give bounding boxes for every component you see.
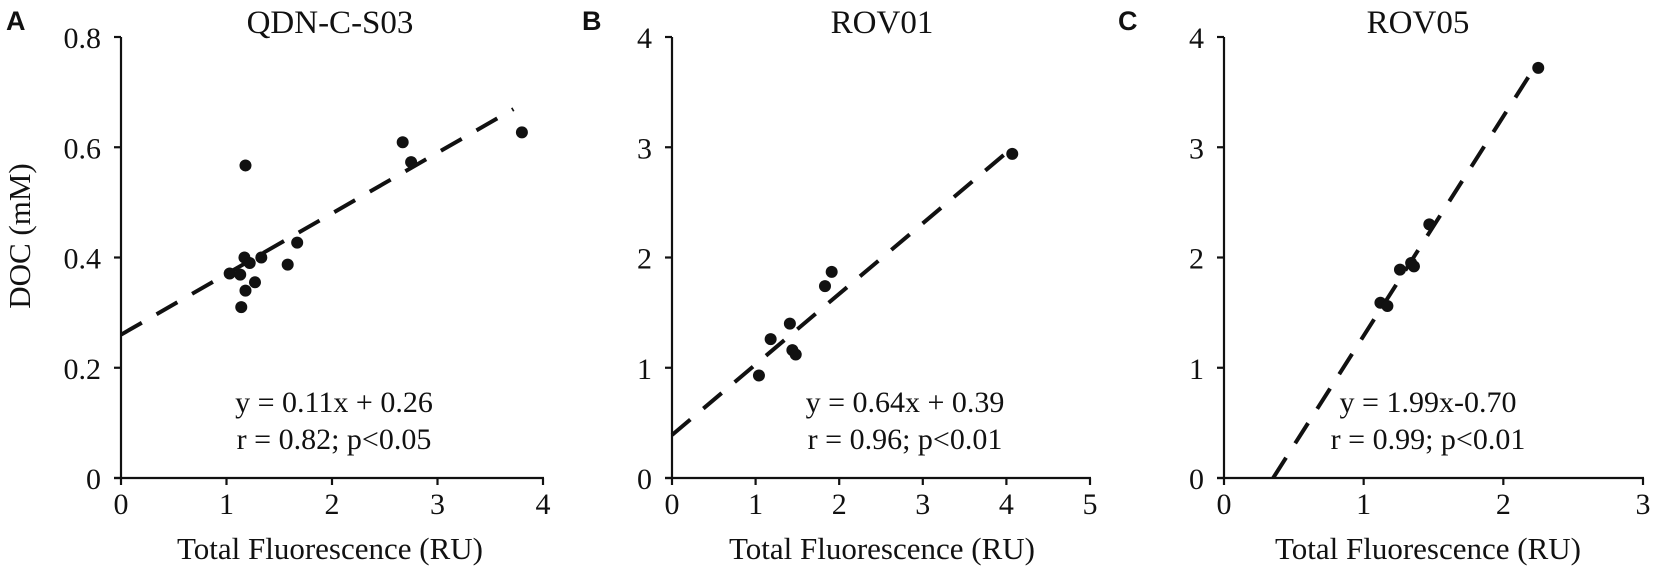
- x-tick-label: 4: [536, 488, 551, 521]
- panel-a-title: QDN-C-S03: [247, 5, 414, 41]
- data-point: [1381, 300, 1394, 313]
- x-tick-label: 0: [1217, 488, 1232, 521]
- panel-letter-a: A: [6, 6, 26, 36]
- y-tick-label: 0: [1189, 463, 1204, 496]
- x-tick-label: 4: [999, 488, 1014, 521]
- x-tick-label: 1: [219, 488, 234, 521]
- panel-c-annotation-line-1: y = 1.99x-0.70: [1340, 386, 1517, 419]
- x-tick-label: 3: [430, 488, 445, 521]
- data-point: [235, 301, 248, 314]
- data-point: [223, 267, 236, 280]
- data-point: [1393, 263, 1406, 276]
- data-point: [1006, 147, 1019, 160]
- regression-line: [120, 107, 515, 337]
- panel-c-annotation-line-2: r = 0.99; p<0.01: [1331, 423, 1526, 456]
- y-tick-label: 1: [1189, 353, 1204, 386]
- data-point: [405, 156, 418, 169]
- data-point: [248, 276, 261, 289]
- x-tick-label: 5: [1083, 488, 1098, 521]
- y-tick-label: 2: [637, 243, 652, 276]
- x-tick-label: 0: [665, 488, 680, 521]
- data-point: [818, 280, 831, 293]
- panel-b-annotation-line-1: y = 0.64x + 0.39: [806, 386, 1005, 419]
- panel-c: C ROV05 0 1 2 3 4 0 1 2 3 y = 1.99x-0.70 r = 0.9…: [1118, 5, 1651, 566]
- y-tick-label: 4: [1189, 22, 1204, 55]
- panel-b: B ROV01 0 1 2 3 4 0 1 2 3 4 5 y = 0.64x + 0.39 r =…: [582, 5, 1098, 566]
- panel-letter-b: B: [582, 6, 602, 36]
- x-tick-label: 0: [114, 488, 129, 521]
- y-tick-label: 0.4: [64, 243, 102, 276]
- x-tick-label: 2: [325, 488, 340, 521]
- panel-a: A QDN-C-S03 0 0.2 0.4 0.6 0.8 0 1 2 3 4 y = 0.11x…: [6, 5, 551, 566]
- x-tick-label: 1: [1356, 488, 1371, 521]
- data-point: [255, 251, 268, 264]
- y-tick-label: 2: [1189, 243, 1204, 276]
- data-point: [239, 284, 252, 297]
- data-point: [825, 265, 838, 278]
- data-point: [243, 257, 256, 270]
- panel-c-x-axis-label: Total Fluorescence (RU): [1275, 531, 1581, 566]
- data-point: [789, 348, 802, 361]
- x-tick-label: 2: [832, 488, 847, 521]
- data-point: [515, 126, 528, 139]
- data-point: [783, 317, 796, 330]
- data-point: [396, 136, 409, 149]
- y-axis-label: DOC (mM): [2, 163, 37, 309]
- y-tick-label: 3: [1189, 132, 1204, 165]
- y-tick-label: 0.2: [64, 353, 102, 386]
- data-point: [752, 369, 765, 382]
- y-tick-label: 1: [637, 353, 652, 386]
- panel-a-annotation-line-2: r = 0.82; p<0.05: [237, 423, 432, 456]
- panel-b-plot-area: 0 1 2 3 4 0 1 2 3 4 5: [637, 22, 1098, 521]
- regression-line: [670, 151, 1008, 437]
- data-point: [1407, 260, 1420, 273]
- panel-b-annotation-line-2: r = 0.96; p<0.01: [808, 423, 1003, 456]
- panel-a-plot-area: 0 0.2 0.4 0.6 0.8 0 1 2 3 4: [64, 22, 551, 521]
- x-tick-label: 3: [915, 488, 930, 521]
- panel-b-x-axis-label: Total Fluorescence (RU): [729, 531, 1035, 566]
- data-point: [281, 258, 294, 271]
- x-tick-label: 2: [1496, 488, 1511, 521]
- panel-c-plot-area: 0 1 2 3 4 0 1 2 3: [1189, 22, 1651, 521]
- data-point: [764, 333, 777, 346]
- panel-a-annotation-line-1: y = 0.11x + 0.26: [235, 386, 433, 419]
- x-tick-label: 3: [1636, 488, 1651, 521]
- y-tick-label: 0: [637, 463, 652, 496]
- x-tick-label: 1: [748, 488, 763, 521]
- panel-b-title: ROV01: [831, 5, 934, 41]
- y-tick-label: 0.8: [64, 22, 102, 55]
- data-point: [1423, 218, 1436, 231]
- y-tick-label: 0.6: [64, 132, 102, 165]
- y-tick-label: 0: [86, 463, 101, 496]
- y-tick-label: 4: [637, 22, 652, 55]
- data-point: [291, 236, 304, 249]
- data-point: [1532, 61, 1545, 74]
- y-tick-label: 3: [637, 132, 652, 165]
- data-point: [239, 159, 252, 172]
- panel-letter-c: C: [1118, 6, 1138, 36]
- data-point: [234, 268, 247, 281]
- panel-a-x-axis-label: Total Fluorescence (RU): [177, 531, 483, 566]
- panel-c-title: ROV05: [1367, 5, 1470, 41]
